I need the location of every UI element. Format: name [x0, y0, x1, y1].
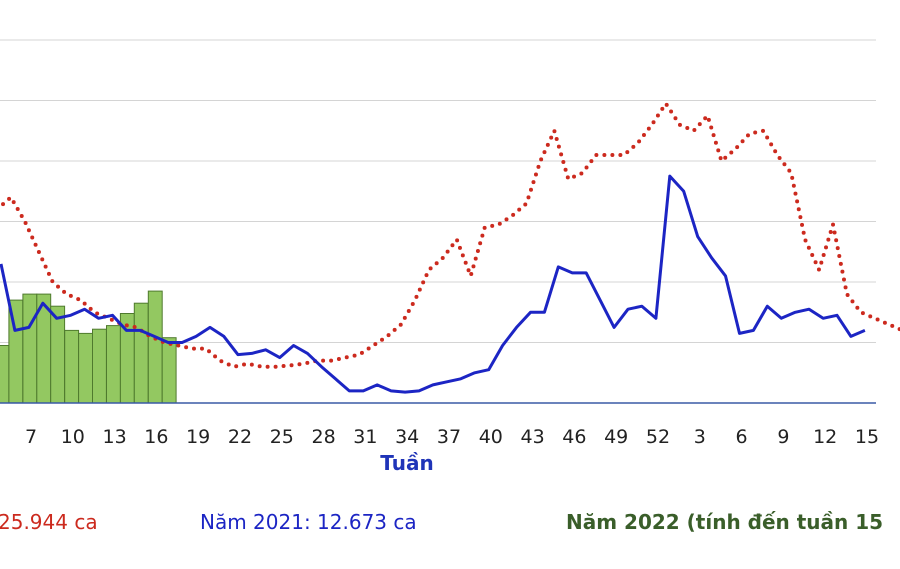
x-axis-label: Tuần: [380, 451, 433, 475]
bar-2022: [92, 328, 107, 404]
series-2021-line: [0, 174, 866, 394]
grid-lines: [0, 39, 876, 343]
x-tick-label: 25: [270, 426, 294, 448]
bar-2022: [64, 329, 80, 404]
x-tick-labels: 7 10 13 16 19 22 25 28 31 34 37 40 43 46 49 52 3 6 9 12 15: [25, 426, 879, 448]
x-tick-label: 12: [813, 426, 837, 448]
x-tick-label: 13: [103, 426, 127, 448]
bar-2022: [161, 337, 177, 404]
x-tick-label: 37: [437, 426, 461, 448]
x-tick-label: 22: [228, 426, 252, 448]
x-tick-label: 31: [353, 426, 377, 448]
x-tick-label: 19: [186, 426, 210, 448]
x-tick-label: 15: [855, 426, 879, 448]
x-tick-label: 6: [736, 426, 748, 448]
bar-2022: [0, 345, 10, 404]
x-tick-label: 43: [521, 426, 545, 448]
x-tick-label: 34: [395, 426, 419, 448]
x-tick-label: 7: [25, 426, 37, 448]
series-2020-line: [0, 99, 900, 369]
legend-2021: Năm 2021: 12.673 ca: [200, 510, 417, 534]
x-tick-label: 40: [479, 426, 503, 448]
legend-2022: Năm 2022 (tính đến tuần 15: [566, 510, 884, 534]
legend-2020: 25.944 ca: [0, 510, 98, 534]
bars-2022: [0, 290, 177, 404]
bar-2022: [78, 332, 93, 404]
x-tick-label: 49: [604, 426, 628, 448]
x-tick-label: 28: [312, 426, 336, 448]
x-tick-label: 10: [61, 426, 85, 448]
x-tick-label: 9: [777, 426, 789, 448]
bar-2022: [50, 305, 66, 404]
x-tick-label: 46: [562, 426, 586, 448]
x-tick-label: 52: [646, 426, 670, 448]
bar-2022: [133, 302, 149, 404]
bar-2022: [106, 325, 121, 404]
bar-2022: [22, 293, 38, 404]
bar-2022: [147, 290, 163, 404]
x-tick-label: 16: [144, 426, 168, 448]
x-tick-label: 3: [694, 426, 706, 448]
